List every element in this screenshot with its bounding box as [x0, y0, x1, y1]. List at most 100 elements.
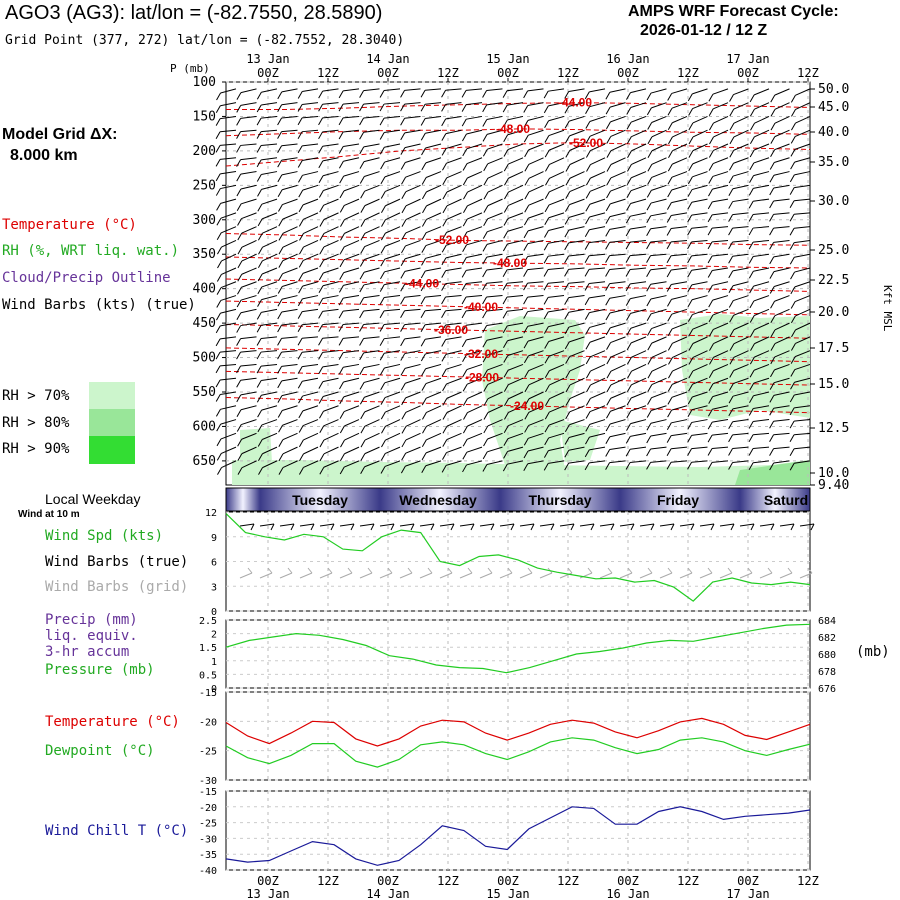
wind-barb-flag — [646, 107, 652, 116]
wind-barb — [609, 281, 626, 285]
wind-barb-flag — [215, 188, 221, 196]
grid-wind-barb-flag — [427, 567, 433, 574]
weekday-strip-frame — [225, 487, 811, 512]
wind-barb-flag — [236, 105, 242, 113]
wind-barb-flag — [421, 465, 427, 473]
wind-barb-flag — [380, 176, 386, 185]
wind-barb — [404, 129, 421, 134]
wind-barb-flag — [688, 370, 694, 379]
wind-barb — [507, 129, 524, 136]
height-tick-label: 9.40 — [818, 478, 849, 493]
wind-barb-flag — [687, 314, 693, 322]
wind-barb-flag — [728, 256, 734, 264]
wind-barb-flag — [502, 311, 508, 319]
wind-barb — [261, 350, 278, 353]
wind-barb — [671, 295, 688, 300]
legend-precip: Precip (mm) — [45, 612, 138, 628]
wind-barb — [261, 129, 278, 133]
wind-barb — [631, 377, 647, 386]
wind-barb — [240, 115, 257, 119]
weekday-band — [620, 488, 740, 511]
wind-barb-flag — [586, 370, 591, 379]
wind-barb-flag — [729, 163, 734, 171]
surface-wind-barb — [679, 523, 695, 527]
wind-barb-flag — [359, 324, 364, 332]
wind-barb-flag — [256, 351, 262, 360]
wind-barb-flag — [606, 384, 612, 393]
wind-chill-tick-label: -20 — [199, 803, 217, 814]
wind-barb-flag — [299, 246, 304, 255]
wind-barb — [281, 322, 298, 326]
wind-barb-flag — [667, 328, 673, 337]
wind-barb — [733, 308, 749, 316]
wind-barb-flag — [338, 310, 344, 319]
wind-barb-flag — [729, 314, 735, 323]
wind-barb — [323, 212, 339, 220]
wind-barb — [650, 198, 667, 204]
wind-barb-flag — [667, 384, 673, 392]
wind-barb — [732, 198, 749, 203]
wind-barb — [445, 336, 462, 341]
wind-barb — [425, 226, 442, 234]
wind-barb — [630, 198, 647, 204]
wind-barb — [712, 295, 729, 301]
wind-barb-flag — [647, 397, 652, 405]
wind-barb — [732, 184, 749, 190]
wind-barb-flag — [523, 243, 529, 251]
wind-barb-flag — [217, 246, 222, 255]
wind-barb-flag — [791, 329, 796, 338]
wind-barb — [302, 419, 319, 427]
wind-barb-flag — [297, 324, 303, 333]
wind-barb-flag — [748, 271, 754, 279]
wind-barb — [507, 88, 524, 92]
wind-barb — [713, 350, 729, 358]
temperature-contour — [225, 323, 811, 339]
wind-barb-flag — [297, 145, 303, 154]
wind-barb-flag — [544, 424, 550, 433]
wind-barb-flag — [421, 191, 427, 200]
wind-barb — [568, 281, 585, 284]
wind-barb-flag — [482, 119, 488, 127]
wind-barb-flag — [257, 232, 263, 241]
bottom-tick-label: 00Z — [257, 874, 279, 888]
wind-barb — [303, 253, 319, 261]
wind-barb-flag — [606, 150, 612, 158]
grid-wind-barb — [279, 572, 293, 579]
wind-barb-flag — [729, 357, 735, 365]
weekday-label: Friday — [657, 492, 699, 508]
wind-barb-flag — [523, 438, 529, 446]
wind-barb — [261, 212, 278, 220]
bottom-date-label: 13 Jan — [246, 887, 289, 900]
wind-barb-flag — [543, 90, 549, 99]
wind-barb-flag — [482, 296, 487, 305]
wind-barb — [241, 295, 257, 301]
wind-barb — [445, 322, 462, 326]
wind-barb-flag — [749, 369, 755, 378]
bottom-date-label: 15 Jan — [486, 887, 529, 900]
grid-wind-barb-flag — [407, 567, 413, 574]
wind-barb-flag — [379, 132, 385, 140]
wind-barb-flag — [687, 255, 693, 264]
wind-barb-flag — [543, 269, 549, 277]
wind-barb — [794, 281, 811, 288]
wind-barb — [650, 446, 667, 450]
wind-barb — [609, 226, 626, 230]
surface-wind-barb — [699, 523, 715, 527]
wind-barb — [753, 363, 770, 371]
wind-barb-flag — [318, 311, 324, 319]
wind-barb-flag — [584, 312, 590, 320]
wind-barb — [425, 171, 442, 178]
wind-barb-flag — [749, 162, 755, 171]
wind-barb — [589, 226, 606, 231]
wind-barb-flag — [646, 283, 652, 292]
wind-barb — [486, 336, 503, 341]
wind-barb — [281, 143, 298, 147]
wind-barb — [527, 115, 544, 121]
wind-barb-flag — [257, 424, 263, 433]
wind-barb — [548, 198, 565, 206]
wind-barb-flag — [584, 229, 590, 237]
wind-barb — [446, 198, 462, 207]
wind-barb — [302, 102, 319, 105]
wind-barb-flag — [646, 215, 652, 224]
wind-barb — [753, 198, 770, 202]
